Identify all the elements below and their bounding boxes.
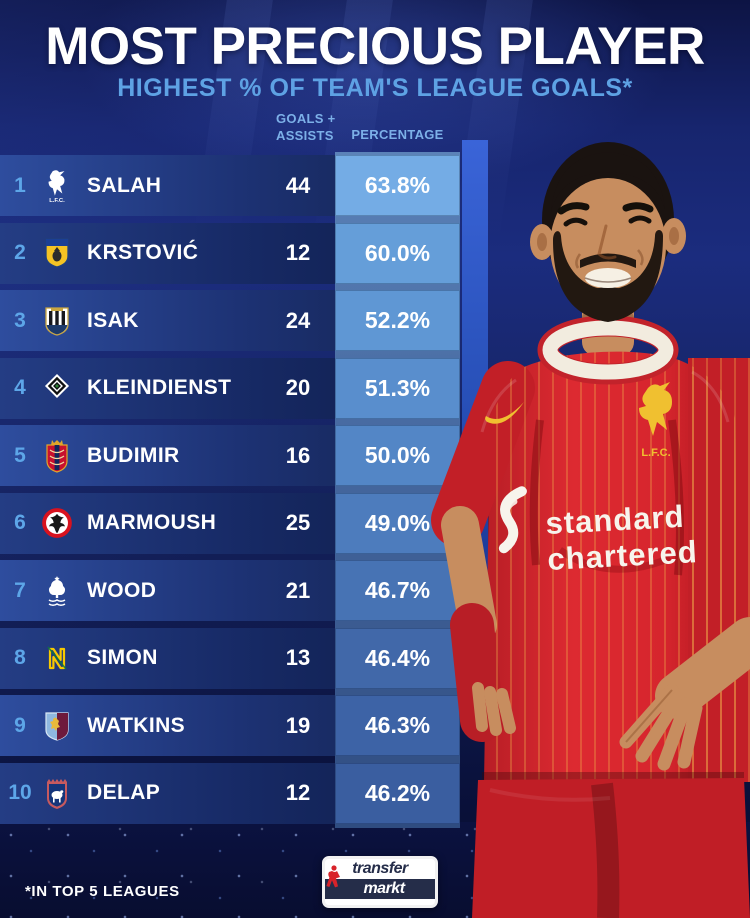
lecce-crest-icon <box>40 236 74 270</box>
table-row: 7 WOOD 21 46.7% <box>0 560 460 621</box>
rank-number: 6 <box>14 511 26 534</box>
table-row: 2 KRSTOVIĆ 12 60.0% <box>0 222 460 284</box>
transfermarkt-logo-bottom: markt <box>325 879 435 899</box>
salah-photo: standard chartered L.F.C. <box>431 142 750 918</box>
page-title: MOST PRECIOUS PLAYER <box>45 17 705 76</box>
player-name: BUDIMIR <box>87 443 180 467</box>
liverpool-crest-icon: L.F.C. <box>40 169 74 203</box>
aston-villa-crest-icon <box>40 709 74 743</box>
percentage-cell: 52.2% <box>335 290 460 351</box>
salah-left-hand <box>472 682 516 736</box>
goals-assists-value: 12 <box>285 240 311 265</box>
footnote: *IN TOP 5 LEAGUES <box>25 883 180 900</box>
percentage-cell: 60.0% <box>335 222 460 284</box>
newcastle-crest-icon <box>40 304 74 338</box>
eintracht-frankfurt-crest-icon <box>40 506 74 540</box>
rank-number: 8 <box>14 646 26 669</box>
goals-assists-value: 13 <box>285 645 311 670</box>
table-row: 1 L.F.C. SALAH 44 63.8% <box>0 155 460 216</box>
osasuna-crest-icon <box>40 439 74 473</box>
goals-assists-value: 21 <box>285 577 311 603</box>
player-name: WOOD <box>87 578 157 602</box>
player-name: SALAH <box>87 173 162 197</box>
rank-number: 4 <box>14 376 26 399</box>
goals-assists-value: 25 <box>285 510 311 535</box>
table-row: 6 MARMOUSH 25 49.0% <box>0 492 460 554</box>
goals-assists-value: 20 <box>285 375 311 400</box>
player-name: ISAK <box>87 308 139 332</box>
nottingham-forest-crest-icon <box>40 574 74 608</box>
percentage-cell: 46.2% <box>335 762 460 824</box>
transfermarkt-logo-top: transfer <box>325 859 435 879</box>
player-name: DELAP <box>87 781 161 804</box>
rank-number: 1 <box>14 173 26 197</box>
transfermarkt-player-icon <box>326 865 340 888</box>
ranking-table: 1 L.F.C. SALAH 44 63.8% 2 KRST <box>0 155 460 824</box>
rank-number: 7 <box>14 578 26 602</box>
player-name: MARMOUSH <box>87 511 217 534</box>
percentage-cell: 50.0% <box>335 425 460 486</box>
nike-swoosh-icon <box>485 402 524 424</box>
rank-number: 3 <box>14 308 26 332</box>
table-row: 3 ISAK 24 52.2% <box>0 290 460 351</box>
percentage-cell: 51.3% <box>335 357 460 419</box>
moenchengladbach-crest-icon <box>40 371 74 405</box>
goals-assists-value: 16 <box>285 442 311 468</box>
player-name: KRSTOVIĆ <box>87 241 199 264</box>
svg-text:chartered: chartered <box>547 534 699 577</box>
table-row: 5 BUDIMIR 16 50.0% <box>0 425 460 486</box>
goals-assists-value: 44 <box>285 172 311 198</box>
lfc-crest-icon: L.F.C. <box>639 382 672 459</box>
transfermarkt-logo: transfer markt <box>322 856 438 908</box>
salah-head <box>530 142 686 322</box>
svg-text:L.F.C.: L.F.C. <box>49 197 65 202</box>
player-name: SIMON <box>87 646 158 669</box>
percentage-cell: 46.4% <box>335 627 460 689</box>
goals-assists-value: 24 <box>285 307 311 333</box>
svg-text:standard: standard <box>545 499 686 541</box>
salah-right-hand <box>619 617 750 771</box>
rank-number: 10 <box>8 781 32 804</box>
player-name: KLEINDIENST <box>87 376 232 399</box>
page-subtitle: HIGHEST % OF TEAM'S LEAGUE GOALS* <box>117 74 633 102</box>
table-row: 10 DELAP 12 46.2% <box>0 762 460 824</box>
svg-text:L.F.C.: L.F.C. <box>641 447 670 459</box>
salah-collar <box>537 315 679 385</box>
table-row: 8 SIMON 13 46.4% <box>0 627 460 689</box>
percentage-cell: 63.8% <box>335 155 460 216</box>
nantes-crest-icon <box>40 641 74 675</box>
percentage-cell: 46.7% <box>335 560 460 621</box>
goals-assists-value: 19 <box>285 712 311 738</box>
standard-chartered-logo-icon: standard chartered <box>498 486 699 577</box>
rank-number: 9 <box>14 713 26 737</box>
table-row: 9 WATKINS 19 46.3% <box>0 695 460 756</box>
salah-shorts <box>472 778 750 918</box>
ipswich-town-crest-icon <box>40 776 74 810</box>
rank-number: 5 <box>14 443 26 467</box>
player-name: WATKINS <box>87 713 186 737</box>
rank-number: 2 <box>14 241 26 264</box>
column-header-goals-assists: GOALS + ASSISTS <box>276 111 336 143</box>
column-header-percentage: PERCENTAGE <box>351 127 444 142</box>
goals-assists-value: 12 <box>285 780 311 805</box>
table-row: 4 KLEINDIENST 20 51.3% <box>0 357 460 419</box>
percentage-cell: 46.3% <box>335 695 460 756</box>
